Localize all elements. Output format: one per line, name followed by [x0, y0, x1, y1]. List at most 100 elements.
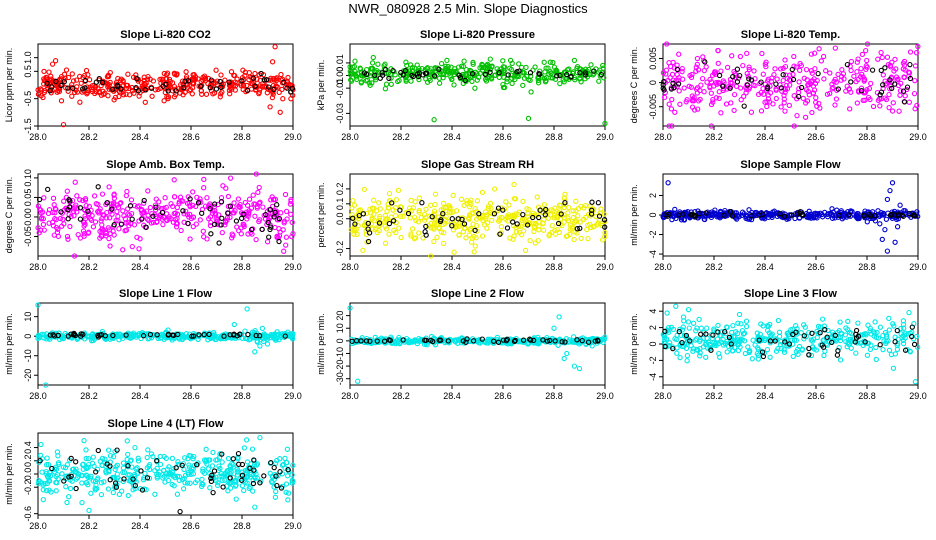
data-point: [423, 76, 429, 82]
x-tick-label: 28.6: [182, 262, 200, 272]
data-point: [407, 62, 414, 68]
data-point: [218, 199, 225, 205]
data-point: [864, 219, 870, 225]
data-point: [351, 226, 357, 233]
data-point: [39, 331, 45, 337]
x-tick-label: 28.8: [858, 391, 876, 401]
data-point: [531, 225, 538, 231]
data-point: [53, 78, 59, 85]
data-point: [564, 233, 571, 239]
x-tick-label: 28.2: [80, 391, 98, 401]
data-point: [267, 104, 273, 110]
data-point: [189, 333, 195, 339]
data-point: [73, 77, 80, 83]
data-point: [889, 85, 895, 92]
data-point: [403, 59, 409, 65]
data-point: [879, 54, 885, 61]
data-point: [280, 96, 286, 102]
data-point: [674, 66, 681, 73]
data-point: [832, 102, 838, 108]
data-point: [575, 213, 581, 219]
data-point: [250, 192, 256, 198]
data-point: [367, 82, 373, 88]
data-point: [147, 331, 154, 338]
data-point: [722, 207, 728, 214]
data-point: [213, 67, 219, 73]
page-title: NWR_080928 2.5 Min. Slope Diagnostics: [348, 1, 588, 16]
data-point: [269, 59, 276, 65]
data-point: [746, 64, 752, 70]
data-point: [436, 80, 443, 86]
data-point: [405, 210, 412, 217]
data-point: [271, 464, 277, 471]
data-point: [238, 215, 245, 222]
data-point: [428, 220, 434, 226]
data-point: [41, 195, 47, 201]
data-point: [149, 93, 155, 99]
data-point: [769, 214, 775, 221]
data-point: [114, 82, 121, 88]
data-point: [600, 237, 606, 243]
data-point: [590, 224, 596, 230]
data-point: [393, 197, 399, 203]
data-point: [815, 211, 821, 217]
data-point: [469, 78, 475, 85]
data-point: [712, 69, 719, 75]
data-point: [416, 230, 422, 236]
data-point: [124, 188, 130, 195]
y-tick-label: 0.2: [335, 183, 345, 196]
data-point: [92, 84, 98, 90]
data-point: [718, 110, 724, 116]
data-point: [154, 332, 160, 338]
data-point: [228, 69, 235, 75]
y-axis-label: percent per min.: [316, 182, 326, 247]
data-point: [520, 211, 526, 218]
data-point: [164, 70, 171, 76]
data-point: [461, 58, 467, 64]
data-point: [758, 89, 764, 96]
data-point: [36, 196, 43, 203]
data-point: [894, 327, 900, 334]
x-tick-label: 28.8: [545, 262, 563, 272]
data-point: [597, 73, 603, 79]
data-point: [136, 93, 142, 99]
data-point: [41, 77, 48, 84]
data-point: [197, 217, 203, 223]
data-point: [126, 92, 133, 98]
data-point: [65, 236, 71, 242]
data-point: [402, 68, 409, 74]
data-point: [897, 202, 903, 208]
data-point: [681, 85, 687, 91]
data-point: [106, 235, 112, 242]
data-point: [65, 216, 71, 222]
data-point: [564, 350, 570, 357]
data-point: [396, 225, 402, 231]
data-point: [382, 86, 389, 92]
data-point: [283, 481, 290, 487]
data-point: [265, 219, 271, 226]
x-tick-label: 29.0: [284, 132, 302, 142]
data-point: [464, 198, 470, 204]
data-point: [738, 97, 744, 103]
panel-title: Slope Line 4 (LT) Flow: [108, 418, 224, 430]
data-point: [386, 75, 392, 82]
data-point: [259, 325, 266, 332]
data-point: [74, 209, 80, 215]
y-tick-label: -1.5: [23, 118, 33, 134]
data-point: [218, 336, 224, 342]
data-point: [886, 347, 893, 353]
data-point: [805, 212, 811, 218]
x-tick-label: 28.8: [233, 521, 251, 531]
data-point: [864, 87, 870, 93]
data-point: [886, 91, 892, 98]
data-point: [692, 214, 699, 220]
data-point: [532, 64, 538, 70]
data-point: [95, 447, 101, 454]
data-point: [171, 194, 178, 200]
data-point: [120, 247, 126, 253]
data-point: [105, 334, 111, 340]
data-point: [768, 212, 775, 218]
data-point: [854, 69, 860, 75]
y-axis-label: ml/min per min.: [316, 313, 326, 375]
data-point: [289, 233, 295, 240]
